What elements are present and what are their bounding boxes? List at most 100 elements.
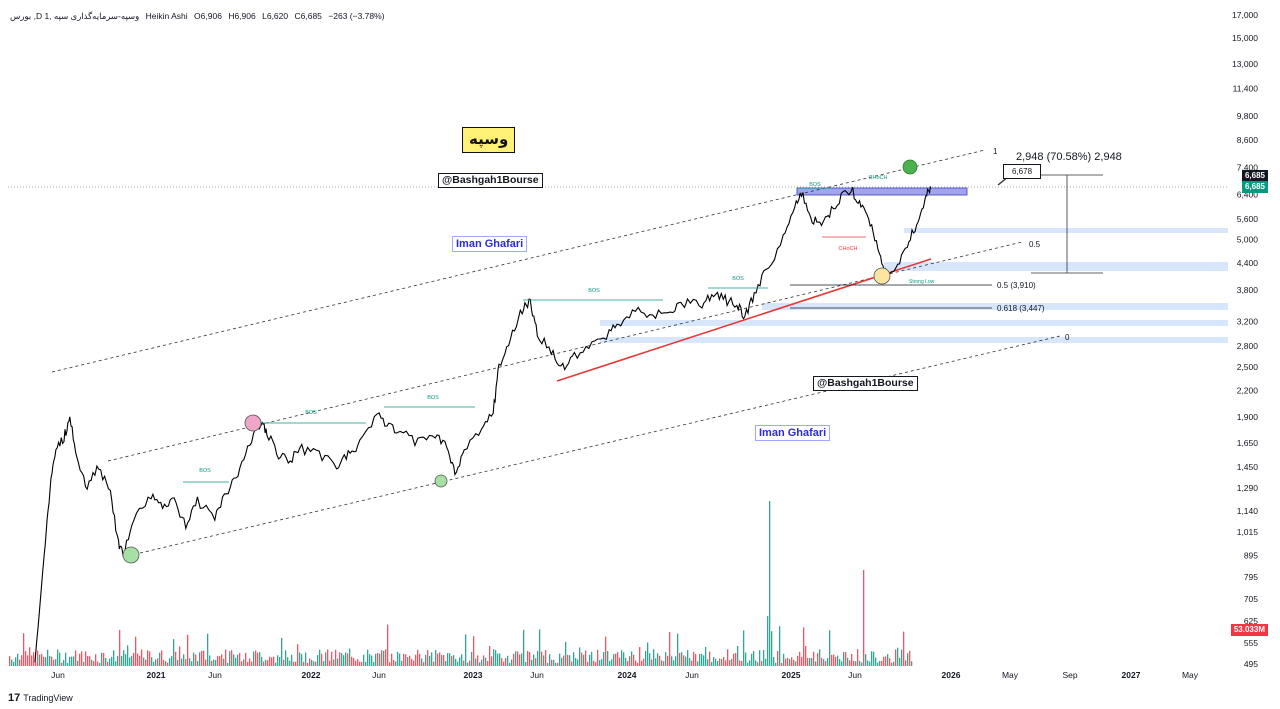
volume-bar [679,652,681,666]
y-tick-label: 8,600 [1237,135,1259,145]
header-symbol[interactable]: بورس ,D وسپه-سرمایه‌گذاری سپه ,1 [10,11,140,21]
tradingview-logo-icon: 17 [8,692,21,704]
volume-bar [173,639,175,666]
volume-bar [755,660,757,666]
close-price-tag: 6,685 [1241,181,1268,193]
volume-bar [891,662,893,666]
volume-bar [219,656,221,666]
bos-label: BOS [588,288,600,294]
fib-level-one-label: 1 [993,147,998,156]
volume-bar [905,660,907,666]
volume-bar [289,660,291,666]
volume-bar [743,630,745,666]
x-tick-label: 2024 [618,670,637,680]
volume-bar [733,653,735,666]
watermark-author-bottom: Iman Ghafari [755,425,831,441]
y-tick-label: 895 [1244,550,1258,560]
x-tick-label: 2025 [782,670,801,680]
volume-bar [469,660,471,666]
volume-bar [529,651,531,666]
volume-bar [255,650,257,666]
volume-bar [297,644,299,666]
volume-bar [19,659,21,666]
volume-bar [355,660,357,666]
tradingview-logo[interactable]: 17 TradingView [8,692,73,704]
y-tick-label: 9,800 [1237,111,1259,121]
volume-bar [807,657,809,666]
volume-bar [723,656,725,666]
volume-bar [553,659,555,666]
volume-bar [213,659,215,666]
volume-bar [811,658,813,666]
volume-bar [885,656,887,666]
volume-bar [851,653,853,666]
volume-bar [829,630,831,666]
volume-bar [35,661,37,666]
volume-bar [313,661,315,666]
volume-bar [741,660,743,666]
y-tick-label: 4,400 [1237,258,1259,268]
x-tick-label: 2021 [147,670,166,680]
volume-bar [67,662,69,666]
volume-bar [843,652,845,666]
y-tick-label: 2,500 [1237,362,1259,372]
volume-bar [209,655,211,666]
volume-bar [279,656,281,666]
volume-bar [105,657,107,666]
volume-bar [631,651,633,666]
volume-bar [577,659,579,666]
time-axis: Jun 2021 Jun 2022 Jun 2023 Jun 2024 Jun 2025 Jun 20… [51,670,1199,680]
volume-bar [477,655,479,666]
volume-bar [881,660,883,666]
volume-bar [205,659,207,666]
volume-bar [727,649,729,666]
volume-bar [123,650,125,666]
volume-bar [719,658,721,666]
volume-bar [393,660,395,666]
volume-bar [823,659,825,666]
y-tick-label: 555 [1244,638,1258,648]
volume-bar [325,652,327,666]
volume-bar [877,662,879,666]
volume-bar [611,659,613,666]
volume-bar [145,659,147,666]
volume-bar [557,662,559,666]
volume-bar [59,652,61,666]
volume-bar [351,656,353,666]
volume-bar [481,659,483,666]
volume-bar [561,657,563,666]
volume-bar [715,658,717,666]
x-tick-label: 2022 [302,670,321,680]
volume-bar [21,655,23,666]
volume-bar [311,659,313,666]
volume-bar [895,649,897,666]
volume-bar [139,655,141,666]
volume-bar [527,650,529,666]
volume-bar [81,651,83,666]
y-tick-label: 3,800 [1237,285,1259,295]
x-tick-label: 2026 [942,670,961,680]
y-tick-label: 705 [1244,594,1258,604]
support-zone [904,228,1228,233]
volume-bar [901,649,903,666]
volume-bar [91,659,93,666]
volume-bar [769,501,771,666]
volume-bar [269,656,271,666]
volume-bar [467,662,469,666]
volume-bar [635,660,637,666]
volume-bar [361,662,363,666]
volume-bar [259,652,261,666]
volume-bar [831,654,833,666]
volume-bar [525,662,527,666]
bos-label: BOS [427,395,439,401]
volume-bar [109,658,111,666]
volume-bar [667,655,669,666]
volume-bar [793,659,795,666]
bos-label: BOS [732,276,744,282]
bos-label: BOS [199,468,211,474]
volume-bar [187,634,189,666]
header-style: Heikin Ashi [145,11,188,21]
volume-bar [295,661,297,666]
volume-bar [685,656,687,666]
